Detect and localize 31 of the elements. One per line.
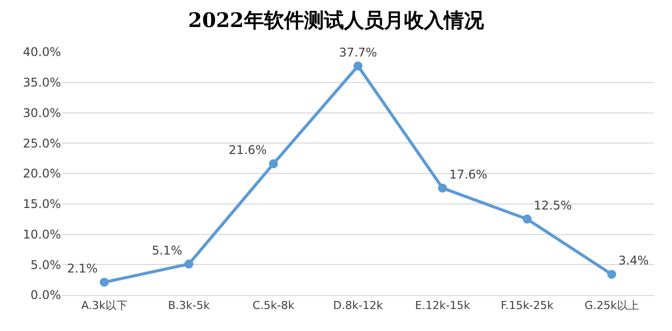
point (438, 184, 448, 193)
x-tick-label: G.25k以上 (584, 299, 639, 312)
y-tick-label: 0.0% (30, 288, 61, 302)
data-label: 3.4% (618, 254, 649, 268)
point (100, 278, 109, 287)
data-label: 12.5% (534, 198, 572, 212)
data-label: 2.1% (67, 262, 98, 276)
point (607, 270, 616, 279)
point (354, 61, 362, 70)
point (268, 159, 278, 168)
y-tick-label: 25.0% (22, 136, 61, 150)
chart-title: 2022年软件测试人员月收入情况 (188, 8, 485, 32)
x-tick-label: A.3k以下 (81, 299, 128, 312)
data-label: 37.7% (338, 45, 378, 60)
point (184, 260, 194, 269)
x-tick-label: D.8k-12k (333, 299, 384, 312)
y-tick-label: 30.0% (22, 106, 61, 120)
y-tick-label: 40.0% (22, 45, 61, 60)
data-label: 17.6% (449, 167, 488, 182)
y-tick-label: 20.0% (22, 166, 61, 181)
x-tick-label: B.3k-5k (168, 299, 210, 312)
x-tick-label: F.15k-25k (500, 299, 554, 312)
data-label: 5.1% (152, 243, 182, 258)
y-tick-label: 15.0% (22, 197, 61, 212)
y-tick-label: 5.0% (30, 258, 61, 272)
y-tick-label: 10.0% (22, 227, 61, 242)
x-tick-label: C.5k-8k (252, 299, 295, 312)
data-label: 21.6% (228, 143, 267, 158)
point (522, 214, 532, 224)
x-tick-label: E.12k-15k (414, 299, 471, 312)
y-tick-label: 35.0% (22, 76, 61, 90)
